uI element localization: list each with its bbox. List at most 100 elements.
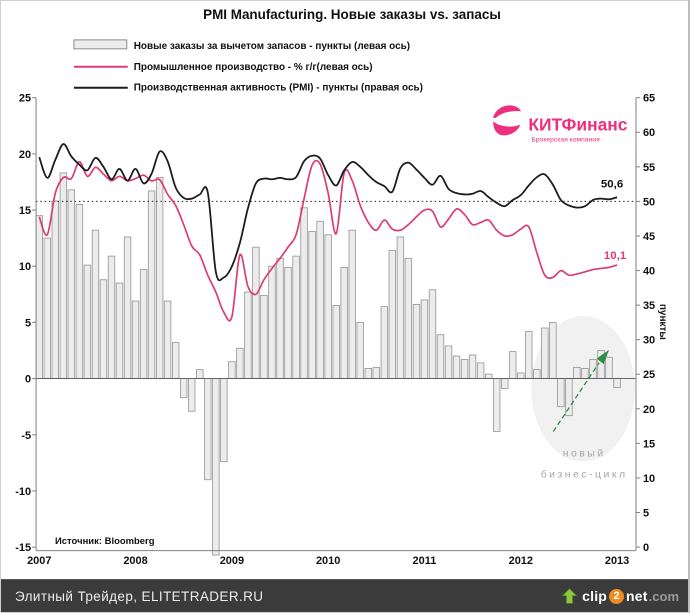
- right-axis-tick-label: 0: [643, 542, 649, 554]
- x-axis-year-label: 2012: [509, 555, 533, 567]
- legend-pink-label: Промышленное производство - % г/г(левая …: [134, 62, 373, 73]
- bar-new-orders-minus-inventories: [557, 378, 565, 408]
- bar-new-orders-minus-inventories: [308, 231, 316, 379]
- right-axis-tick-label: 5: [643, 508, 649, 520]
- x-axis-year-label: 2011: [413, 555, 437, 567]
- x-axis-year-label: 2013: [605, 555, 629, 567]
- bar-new-orders-minus-inventories: [212, 378, 220, 556]
- right-axis-tick-label: 35: [643, 300, 655, 312]
- footer-credit: Элитный Трейдер, ELITETRADER.RU: [15, 588, 264, 604]
- pmi-line: [38, 143, 618, 282]
- new-cycle-arrow-shaft: [552, 362, 600, 432]
- bar-new-orders-minus-inventories: [99, 279, 108, 379]
- x-axis-year-label: 2010: [316, 555, 340, 567]
- bar-series-layer: [35, 172, 621, 556]
- new-cycle-highlight-ellipse: [531, 315, 635, 462]
- bar-new-orders-minus-inventories: [276, 257, 284, 379]
- chart-legend: Новые заказы за вычетом запасов - пункты…: [73, 39, 423, 94]
- right-axis-tick-label: 30: [643, 335, 655, 347]
- bar-new-orders-minus-inventories: [220, 378, 228, 463]
- trend-arrow-layer: [552, 349, 610, 432]
- axes-layer: 2520151050-5-10-156560555045403530252015…: [15, 93, 655, 567]
- bar-new-orders-minus-inventories: [35, 215, 43, 379]
- bar-new-orders-minus-inventories: [252, 246, 260, 379]
- clip2net-text-net: net: [626, 588, 648, 604]
- legend-bar-swatch: [73, 39, 128, 50]
- chart-panel: 25 20 15 10 5 0 -5 -10 -15 65 60 55 50 45 40 35 30 25 20 15…: [1, 1, 688, 579]
- bar-new-orders-minus-inventories: [581, 368, 589, 379]
- bar-new-orders-minus-inventories: [139, 269, 148, 379]
- bar-new-orders-minus-inventories: [91, 229, 100, 379]
- bar-new-orders-minus-inventories: [364, 368, 373, 379]
- bar-new-orders-minus-inventories: [340, 266, 348, 379]
- legend-bar-label: Новые заказы за вычетом запасов - пункты…: [134, 41, 410, 52]
- left-axis-tick-label: -10: [15, 486, 31, 498]
- bar-new-orders-minus-inventories: [428, 289, 437, 379]
- bar-new-orders-minus-inventories: [356, 321, 364, 379]
- bar-new-orders-minus-inventories: [517, 372, 525, 379]
- x-axis-year-label: 2009: [220, 555, 244, 567]
- legend-black-label: Производственная активность (PMI) - пунк…: [134, 83, 423, 94]
- new-cycle-label-line1: новый: [563, 448, 606, 459]
- bar-new-orders-minus-inventories: [332, 305, 340, 379]
- new-cycle-arrow-head: [596, 349, 610, 364]
- bar-new-orders-minus-inventories: [444, 345, 453, 379]
- right-axis-tick-label: 20: [643, 404, 655, 416]
- bar-new-orders-minus-inventories: [533, 369, 541, 379]
- bar-new-orders-minus-inventories: [404, 257, 413, 379]
- bar-new-orders-minus-inventories: [460, 359, 469, 379]
- bar-new-orders-minus-inventories: [179, 378, 188, 399]
- bar-new-orders-minus-inventories: [372, 366, 380, 379]
- bar-new-orders-minus-inventories: [147, 190, 156, 379]
- bar-new-orders-minus-inventories: [476, 362, 485, 379]
- right-axis-tick-label: 25: [643, 369, 655, 381]
- clip2net-text-com: .com: [648, 588, 679, 604]
- right-axis-tick-label: 45: [643, 231, 655, 243]
- bar-new-orders-minus-inventories: [396, 236, 405, 379]
- bar-new-orders-minus-inventories: [83, 264, 92, 379]
- left-axis-tick-label: 20: [19, 149, 31, 161]
- clip2net-text-clip: clip: [582, 588, 608, 604]
- right-axis-tick-label: 40: [643, 266, 655, 278]
- bar-new-orders-minus-inventories: [549, 321, 557, 379]
- right-axis-tick-label: 15: [643, 438, 655, 450]
- bar-new-orders-minus-inventories: [412, 304, 421, 379]
- ip-last-value-label: 10,1: [604, 250, 627, 262]
- bar-new-orders-minus-inventories: [501, 378, 509, 390]
- reference-lines-layer: [36, 200, 636, 380]
- clip2net-watermark: clip 2 net .com: [561, 587, 679, 605]
- bar-new-orders-minus-inventories: [436, 334, 445, 379]
- bar-new-orders-minus-inventories: [131, 300, 140, 379]
- bar-new-orders-minus-inventories: [541, 327, 549, 379]
- right-axis-tick-label: 55: [643, 162, 655, 174]
- clip2net-digit: 2: [609, 588, 625, 604]
- kit-finance-logo: КИТФинанс Брокерская компания: [493, 105, 628, 144]
- bar-new-orders-minus-inventories: [324, 234, 332, 379]
- left-axis-tick-label: 15: [19, 205, 31, 217]
- bar-new-orders-minus-inventories: [380, 306, 389, 379]
- chart-highlight-layer: [531, 315, 635, 462]
- bar-new-orders-minus-inventories: [204, 378, 212, 481]
- x-axis-year-label: 2008: [123, 555, 147, 567]
- left-axis-tick-label: -15: [15, 542, 31, 554]
- bar-new-orders-minus-inventories: [123, 236, 132, 379]
- bar-new-orders-minus-inventories: [348, 229, 356, 379]
- left-axis-tick-label: 0: [25, 374, 31, 386]
- line-series-layer: [38, 143, 618, 322]
- bar-new-orders-minus-inventories: [292, 255, 300, 379]
- source-note: Источник: Bloomberg: [55, 536, 155, 547]
- bar-new-orders-minus-inventories: [67, 189, 76, 379]
- x-axis-year-label: 2007: [27, 555, 51, 567]
- bar-new-orders-minus-inventories: [244, 291, 252, 379]
- bar-new-orders-minus-inventories: [388, 250, 397, 379]
- left-axis-tick-label: 25: [19, 93, 31, 105]
- bar-new-orders-minus-inventories: [509, 351, 517, 379]
- clip2net-arrow-icon: [562, 587, 578, 604]
- right-axis-tick-label: 65: [643, 93, 655, 105]
- bar-new-orders-minus-inventories: [268, 265, 276, 379]
- bar-new-orders-minus-inventories: [420, 299, 429, 379]
- bar-new-orders-minus-inventories: [565, 378, 573, 417]
- pmi-last-value-label: 50,6: [601, 178, 623, 190]
- chart-title: PMI Manufacturing. Новые заказы vs. запа…: [203, 7, 501, 22]
